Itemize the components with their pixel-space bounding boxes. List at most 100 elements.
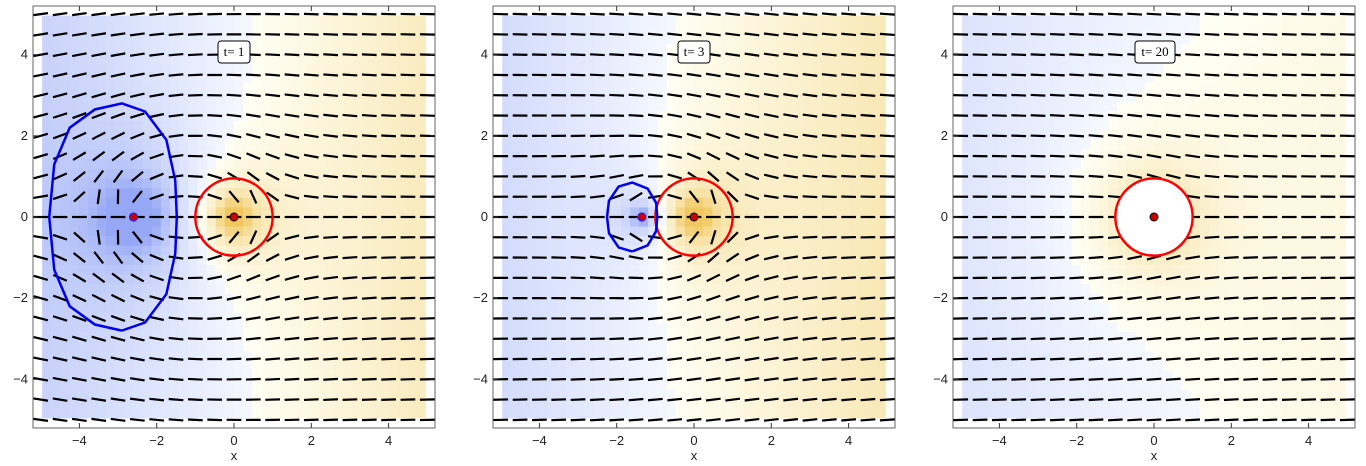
field-cell	[821, 255, 832, 266]
field-cell	[325, 284, 336, 295]
field-cell	[858, 303, 869, 314]
field-cell	[279, 264, 290, 276]
field-cell	[197, 217, 208, 228]
direction-segment	[551, 12, 567, 16]
field-cell	[124, 264, 135, 276]
direction-segment	[91, 92, 107, 99]
field-cell	[785, 82, 796, 93]
field-cell	[831, 178, 841, 189]
field-cell	[361, 351, 372, 362]
direction-segment	[92, 150, 106, 162]
field-cell	[748, 274, 759, 285]
direction-segment	[303, 174, 319, 179]
field-cell	[325, 197, 336, 209]
field-cell	[124, 44, 135, 55]
field-cell	[593, 284, 604, 295]
field-cell	[142, 418, 153, 429]
field-cell	[325, 169, 336, 180]
direction-segment	[725, 171, 740, 182]
field-cell	[307, 255, 317, 266]
field-cell	[307, 178, 317, 189]
field-cell	[703, 73, 713, 84]
field-cell	[858, 197, 869, 209]
field-cell	[721, 140, 732, 151]
field-cell	[106, 217, 116, 228]
field-cell	[575, 82, 585, 93]
field-cell	[307, 73, 317, 84]
field-cell	[703, 149, 713, 161]
field-cell	[803, 332, 814, 343]
field-cell	[151, 255, 162, 266]
field-cell	[639, 303, 649, 314]
field-cell	[630, 111, 640, 122]
direction-segment	[725, 417, 741, 422]
field-cell	[493, 389, 503, 400]
field-cell	[288, 15, 299, 26]
field-cell	[361, 418, 372, 429]
field-cell	[416, 389, 427, 400]
field-cell	[962, 92, 972, 103]
field-cell	[885, 274, 896, 285]
field-cell	[106, 149, 116, 161]
field-cell	[51, 140, 62, 151]
field-cell	[767, 44, 777, 55]
field-cell	[316, 149, 326, 161]
field-cell	[511, 34, 522, 45]
field-cell	[694, 149, 704, 161]
field-cell	[520, 73, 531, 84]
field-cell	[520, 322, 531, 333]
direction-segment	[667, 356, 683, 362]
field-cell	[170, 121, 180, 132]
field-cell	[325, 236, 336, 247]
direction-segment	[91, 293, 106, 303]
field-cell	[757, 101, 768, 113]
direction-segment	[744, 92, 760, 98]
field-cell	[78, 6, 89, 17]
field-cell	[511, 245, 522, 256]
direction-segment	[688, 190, 700, 204]
direction-segment	[783, 12, 799, 16]
field-cell	[520, 178, 531, 189]
field-cell	[425, 92, 436, 103]
direction-segment	[323, 32, 339, 36]
direction-segment	[763, 397, 779, 402]
field-cell	[694, 217, 704, 228]
field-cell	[584, 111, 595, 122]
field-cell	[748, 178, 759, 189]
field-cell	[849, 341, 860, 352]
field-cell	[215, 389, 226, 400]
direction-segment	[149, 418, 165, 422]
y-tick-label: −4	[13, 371, 28, 386]
field-cell	[243, 399, 253, 410]
field-cell	[648, 418, 659, 429]
field-cell	[380, 236, 390, 247]
field-cell	[757, 303, 768, 314]
field-cell	[371, 284, 381, 295]
direction-segment	[323, 296, 339, 301]
field-cell	[142, 360, 153, 372]
field-cell	[831, 389, 841, 400]
field-cell	[160, 284, 171, 295]
field-cell	[785, 360, 796, 372]
field-cell	[51, 44, 62, 55]
field-cell	[160, 332, 171, 343]
field-cell	[407, 53, 418, 65]
field-cell	[684, 34, 695, 45]
field-cell	[648, 303, 659, 314]
field-cell	[721, 188, 732, 199]
direction-segment	[589, 73, 605, 77]
field-cell	[78, 360, 89, 372]
field-cell	[675, 217, 686, 228]
field-cell	[42, 399, 52, 410]
field-cell	[620, 15, 631, 26]
field-cell	[106, 73, 116, 84]
direction-segment	[361, 398, 377, 401]
field-cell	[188, 63, 199, 74]
field-cell	[170, 380, 180, 391]
direction-segment	[802, 418, 818, 422]
direction-segment	[52, 193, 68, 201]
field-cell	[380, 284, 390, 295]
field-cell	[361, 44, 372, 55]
field-cell	[361, 121, 372, 132]
field-cell	[389, 140, 400, 151]
